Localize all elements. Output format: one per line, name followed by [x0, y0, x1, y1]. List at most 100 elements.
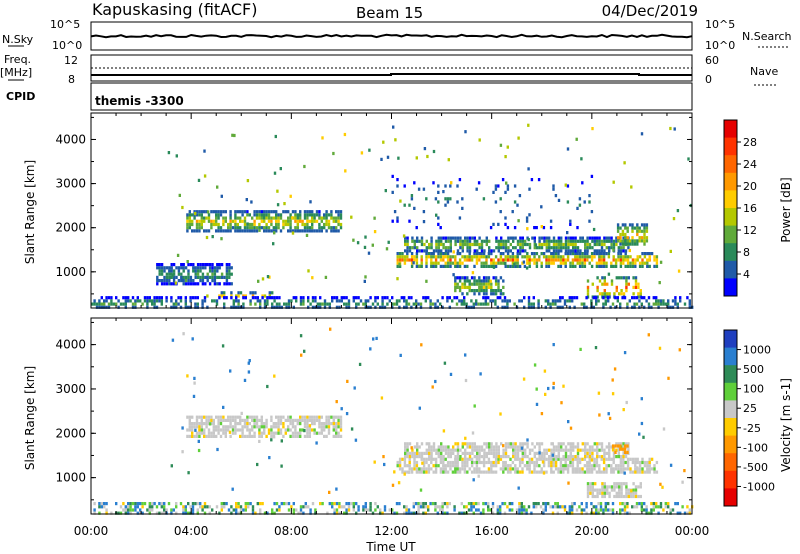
echo-cell: [191, 502, 195, 506]
echo-cell: [463, 511, 466, 515]
echo-cell: [506, 252, 510, 256]
echo-cell: [325, 219, 328, 223]
echo-cell: [277, 422, 280, 426]
echo-cell: [545, 470, 548, 474]
echo-cell: [567, 242, 570, 247]
echo-cell: [567, 246, 570, 250]
echo-cell: [523, 464, 527, 468]
echo-cell: [376, 302, 379, 306]
echo-cell: [520, 508, 523, 512]
echo-cell: [578, 258, 582, 262]
echo-cell-scattered: [309, 200, 312, 204]
echo-cell-scattered: [658, 281, 661, 285]
echo-cell: [578, 264, 582, 268]
echo-cell: [408, 460, 411, 465]
echo-cell: [550, 255, 553, 259]
echo-cell: [579, 448, 582, 452]
echo-cell: [519, 242, 522, 247]
echo-cell: [586, 488, 590, 492]
echo-cell: [224, 216, 227, 220]
echo-cell: [545, 246, 548, 250]
velocity-x-ticks: [90, 318, 693, 514]
echo-cell: [406, 249, 409, 253]
echo-cell: [495, 442, 498, 446]
echo-cell: [504, 222, 507, 226]
echo-cell: [196, 508, 199, 512]
echo-cell: [403, 261, 407, 265]
echo-cell: [396, 255, 399, 259]
echo-cell: [628, 299, 631, 303]
echo-cell-scattered: [354, 438, 358, 442]
echo-cell: [622, 261, 625, 265]
echo-cell: [413, 255, 416, 259]
echo-cell: [477, 181, 481, 185]
echo-cell: [643, 223, 646, 227]
echo-cell: [212, 219, 215, 223]
echo-cell: [302, 299, 305, 303]
echo-cell: [626, 302, 629, 306]
echo-cell: [485, 242, 488, 247]
echo-cell: [548, 246, 551, 250]
echo-cell: [613, 485, 616, 489]
echo-cell: [331, 505, 334, 509]
echo-cell-scattered: [452, 250, 455, 254]
echo-cell: [404, 445, 407, 449]
echo-cell: [480, 261, 483, 265]
echo-cell: [335, 422, 338, 426]
echo-cell: [643, 232, 646, 237]
echo-cell-scattered: [375, 336, 378, 340]
echo-cell: [449, 460, 452, 465]
echo-cell: [411, 236, 414, 240]
echo-cell: [210, 422, 213, 426]
echo-cell: [463, 302, 466, 306]
echo-cell: [307, 296, 310, 300]
echo-cell: [251, 222, 254, 227]
echo-cell: [496, 305, 499, 309]
echo-cell: [580, 511, 583, 515]
echo-cell: [480, 249, 484, 253]
echo-cell: [631, 239, 634, 243]
echo-cell: [268, 291, 271, 295]
echo-cell: [220, 275, 224, 279]
echo-cell: [263, 219, 266, 223]
echo-cell: [494, 200, 498, 204]
echo-cell: [260, 431, 263, 435]
echo-cell-scattered: [328, 490, 331, 494]
echo-cell: [210, 226, 213, 230]
echo-cell: [229, 425, 232, 429]
echo-cell: [509, 236, 512, 240]
echo-cell: [487, 505, 490, 509]
echo-cell: [243, 216, 247, 220]
echo-cell: [391, 302, 394, 306]
echo-cell: [503, 299, 507, 303]
echo-cell: [211, 508, 214, 512]
echo-cell: [206, 294, 209, 298]
echo-cell: [379, 508, 382, 512]
echo-cell-scattered: [647, 333, 650, 337]
echo-cell: [155, 299, 159, 303]
echo-cell: [275, 222, 278, 227]
echo-cell: [528, 451, 532, 455]
echo-cell: [234, 222, 237, 227]
echo-cell: [461, 285, 464, 289]
echo-cell-scattered: [499, 143, 503, 147]
echo-cell: [629, 470, 632, 474]
echo-cell: [622, 442, 625, 446]
echo-cell: [357, 302, 360, 306]
echo-cell: [323, 213, 326, 217]
echo-cell: [430, 252, 433, 256]
echo-cell: [260, 418, 263, 422]
echo-cell: [567, 455, 570, 459]
echo-cell: [449, 467, 452, 471]
echo-cell: [564, 236, 568, 240]
echo-cell: [200, 216, 203, 220]
echo-cell: [643, 239, 646, 243]
echo-cell: [507, 442, 510, 446]
echo-cell: [634, 279, 638, 283]
echo-cell: [593, 242, 596, 247]
echo-cell: [218, 266, 221, 270]
echo-cell-scattered: [678, 348, 681, 352]
echo-cell: [447, 445, 450, 449]
echo-cell: [598, 470, 601, 474]
